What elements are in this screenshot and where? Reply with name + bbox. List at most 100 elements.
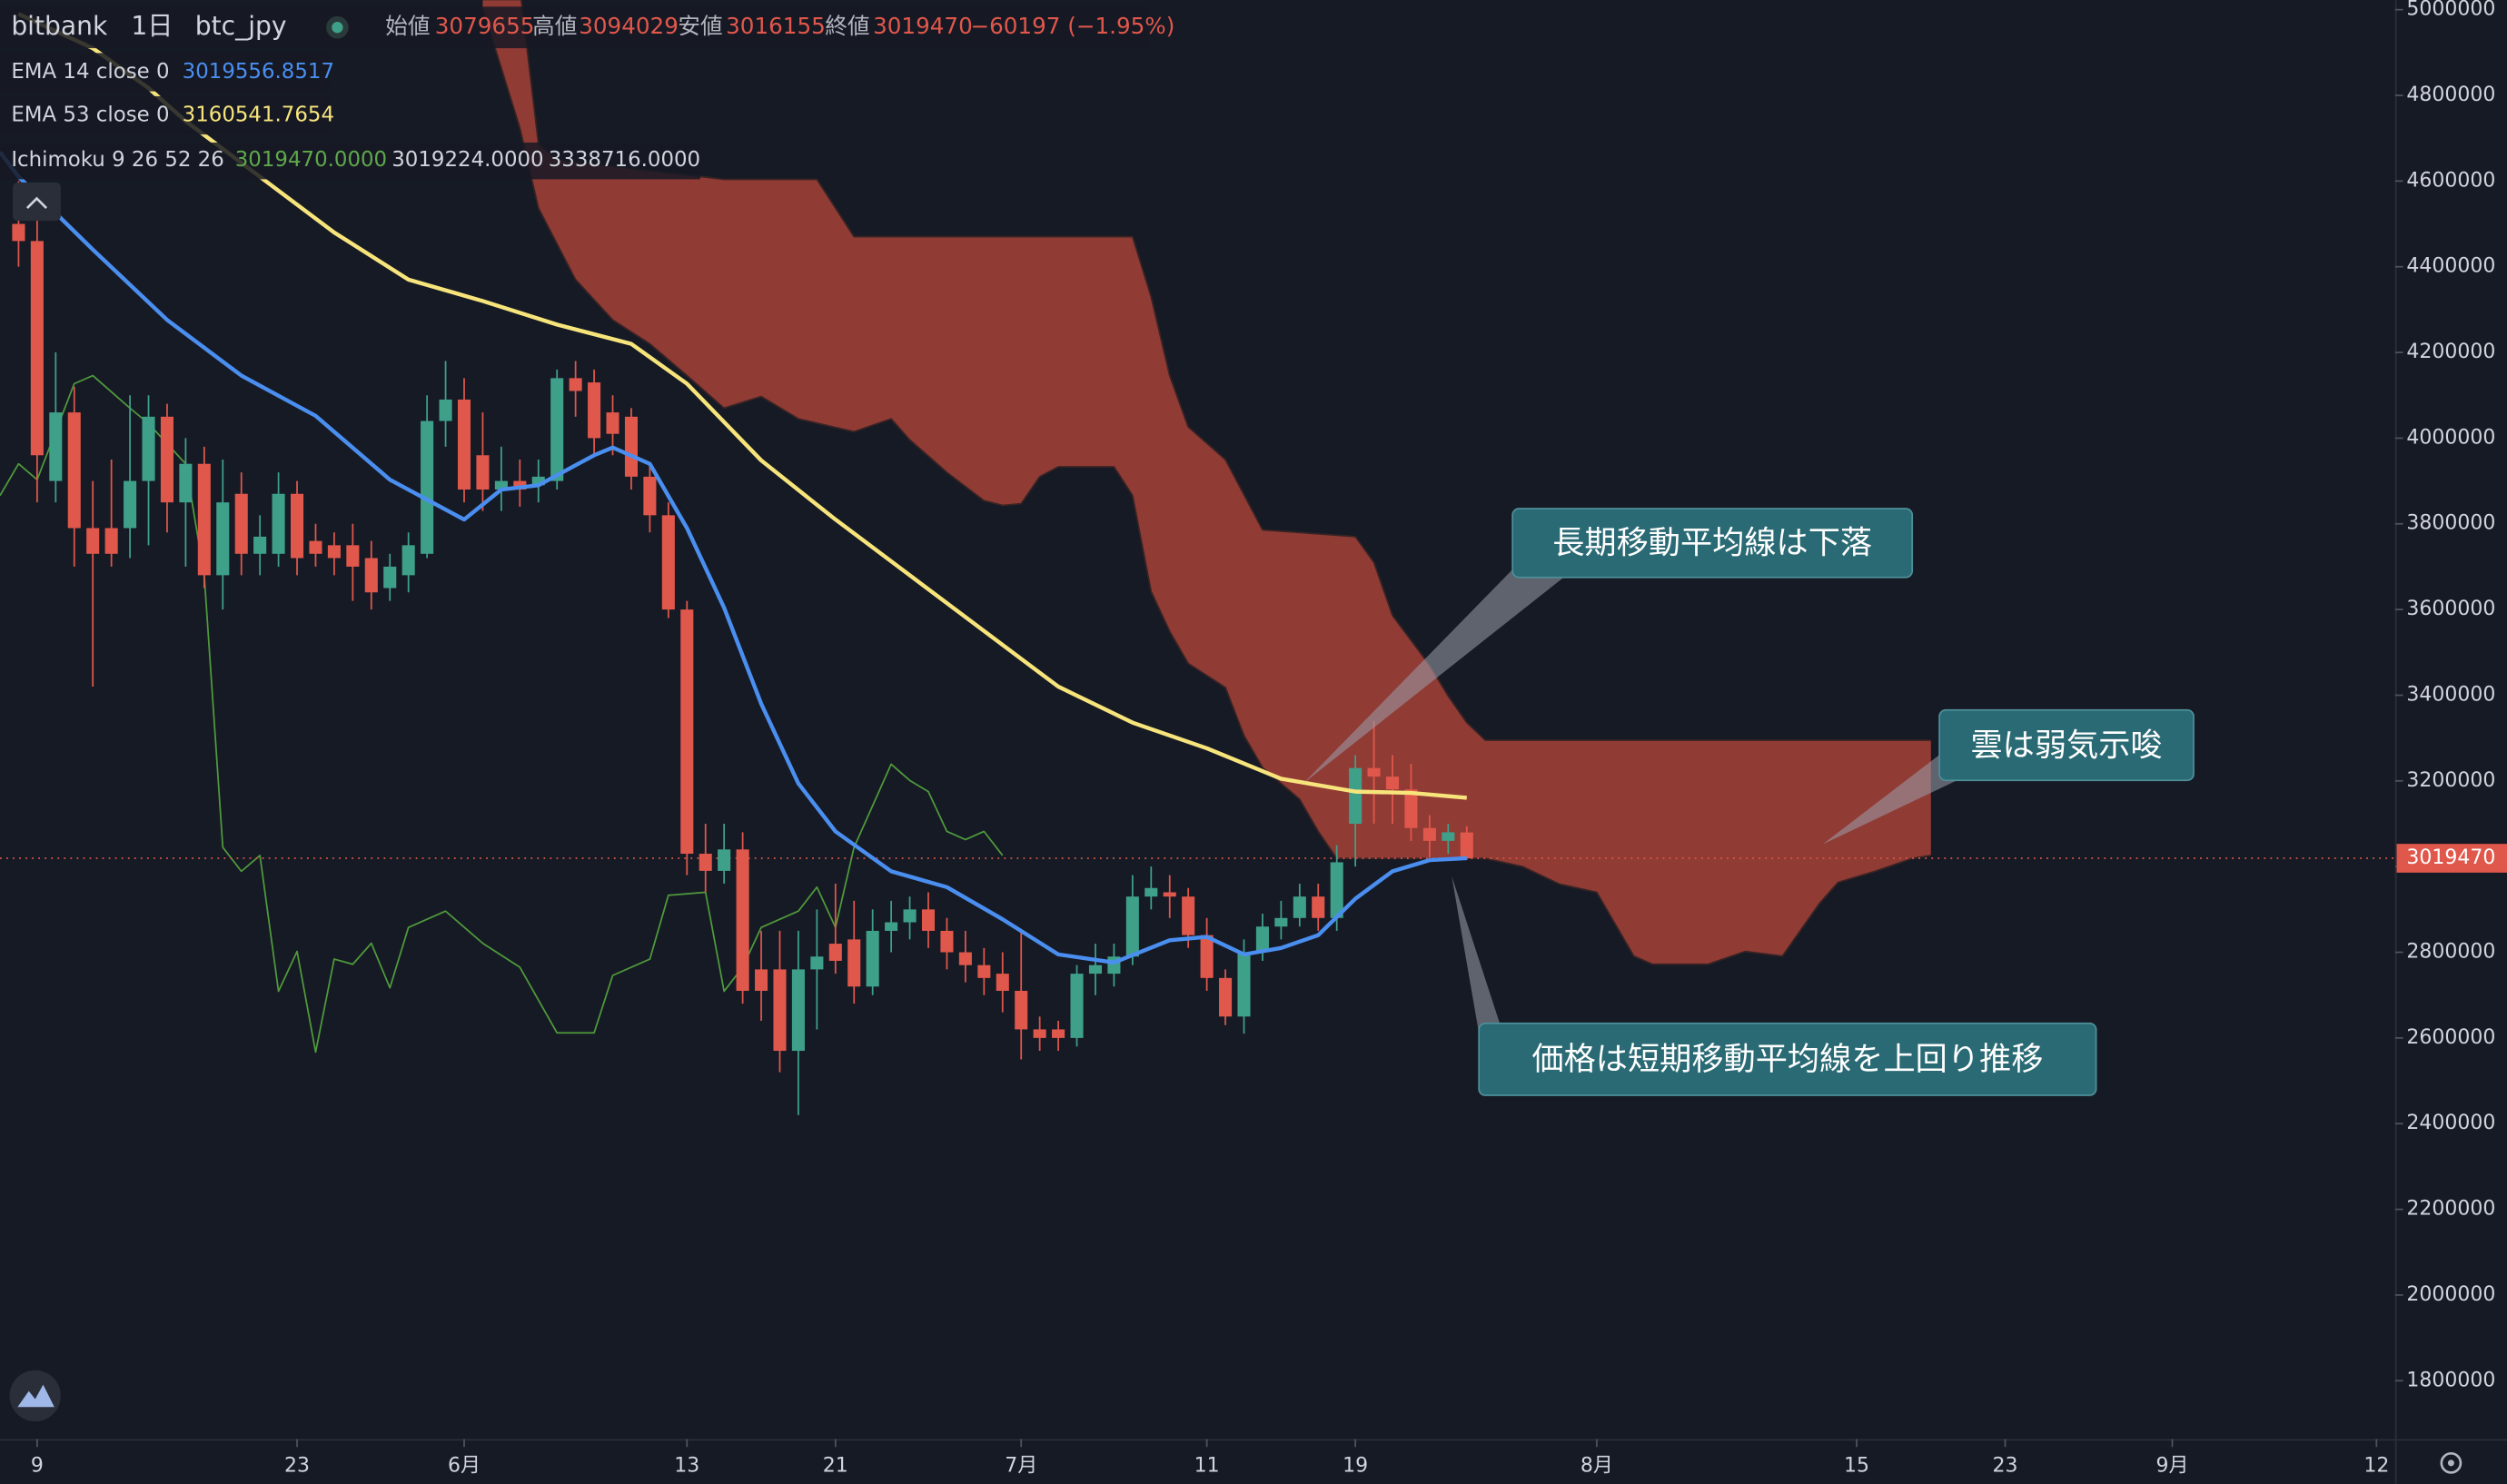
legend-value: 3019556.8517 bbox=[183, 60, 334, 84]
settings-button[interactable] bbox=[2440, 1451, 2462, 1474]
candle-body bbox=[1422, 827, 1436, 841]
candle-body bbox=[1033, 1029, 1046, 1038]
low-label: 安値 bbox=[678, 13, 722, 39]
y-tick-label: 4200000 bbox=[2406, 341, 2495, 363]
x-tick-label: 12 bbox=[2363, 1454, 2389, 1477]
candle-body bbox=[847, 939, 861, 987]
candle-body bbox=[1070, 974, 1084, 1038]
header-bg bbox=[0, 6, 1148, 49]
candle-body bbox=[1144, 887, 1158, 897]
candle-body bbox=[383, 566, 397, 589]
candle-body bbox=[736, 849, 749, 991]
annotation-pointer bbox=[1822, 755, 1957, 845]
x-tick-label: 6月 bbox=[448, 1454, 481, 1477]
candle-body bbox=[67, 412, 81, 529]
y-tick-label: 4600000 bbox=[2406, 169, 2495, 192]
candle-body bbox=[421, 420, 434, 554]
candle-body bbox=[531, 476, 545, 486]
candle-body bbox=[1237, 952, 1251, 1017]
candle-body bbox=[1255, 926, 1269, 953]
high-value: 3094029 bbox=[579, 13, 679, 39]
candle-body bbox=[718, 849, 731, 871]
candle-body bbox=[197, 463, 211, 576]
candle-body bbox=[1088, 965, 1103, 974]
last-price-box bbox=[2396, 844, 2507, 873]
candle-body bbox=[234, 493, 248, 554]
candle-body bbox=[179, 463, 193, 503]
y-tick-label: 4400000 bbox=[2406, 255, 2495, 278]
open-value: 3079655 bbox=[435, 13, 535, 39]
annotation-pointer bbox=[1452, 876, 1501, 1043]
candle-body bbox=[1385, 777, 1400, 790]
candle-body bbox=[958, 952, 972, 965]
legend-bg bbox=[0, 142, 700, 180]
candle-body bbox=[1367, 767, 1381, 777]
candle-body bbox=[940, 930, 954, 953]
last-price-label: 3019470 bbox=[2406, 846, 2495, 869]
annotation-text: 雲は弱気示唆 bbox=[1971, 727, 2163, 764]
interval: 1日 bbox=[131, 11, 173, 41]
candle-body bbox=[1163, 892, 1176, 897]
candle-body bbox=[439, 399, 452, 421]
collapse-icon bbox=[25, 196, 47, 210]
y-tick-label: 2600000 bbox=[2406, 1026, 2495, 1049]
candle-body bbox=[309, 540, 322, 554]
y-tick-label: 3400000 bbox=[2406, 683, 2495, 706]
candle-body bbox=[12, 223, 25, 242]
candle-body bbox=[680, 609, 694, 855]
candle-body bbox=[1125, 896, 1139, 957]
candle-body bbox=[1312, 896, 1325, 918]
ema-line bbox=[0, 150, 1467, 965]
y-tick-label: 2400000 bbox=[2406, 1112, 2495, 1134]
candle-body bbox=[661, 515, 675, 610]
logo-bg[interactable] bbox=[9, 1370, 61, 1422]
cloud bbox=[482, 0, 1931, 965]
candle-body bbox=[550, 378, 564, 481]
collapse-button-bg[interactable] bbox=[13, 182, 61, 222]
annotation-pointer bbox=[1303, 562, 1564, 784]
close-label: 終値 bbox=[825, 13, 869, 39]
candle-body bbox=[977, 965, 991, 978]
candle-body bbox=[773, 969, 787, 1052]
x-tick-label: 15 bbox=[1844, 1454, 1869, 1477]
y-tick-label: 4800000 bbox=[2406, 84, 2495, 106]
candle-body bbox=[160, 416, 174, 503]
annotation-box bbox=[1478, 1022, 2097, 1096]
x-tick-label: 23 bbox=[284, 1454, 310, 1477]
y-tick-label: 3600000 bbox=[2406, 598, 2495, 620]
x-tick-label: 21 bbox=[823, 1454, 848, 1477]
candle-body bbox=[1015, 990, 1028, 1030]
annotation-text: 長期移動平均線は下落 bbox=[1552, 525, 1872, 562]
candle-body bbox=[755, 969, 768, 991]
candle-body bbox=[86, 528, 100, 554]
candle-body bbox=[457, 399, 471, 490]
y-tick-label: 5000000 bbox=[2406, 0, 2495, 21]
settings-icon[interactable] bbox=[2440, 1451, 2462, 1474]
x-tick-label: 9 bbox=[31, 1454, 44, 1477]
legend-bg bbox=[0, 53, 330, 92]
x-tick-label: 8月 bbox=[1580, 1454, 1613, 1477]
candle-body bbox=[699, 854, 712, 871]
y-tick-label: 3800000 bbox=[2406, 512, 2495, 535]
x-tick-label: 7月 bbox=[1005, 1454, 1037, 1477]
legend-name: Ichimoku 9 26 52 26 bbox=[11, 148, 223, 172]
candle-body bbox=[401, 545, 415, 576]
candle-body bbox=[327, 545, 341, 559]
candle-body bbox=[1052, 1029, 1065, 1038]
y-tick-label: 2200000 bbox=[2406, 1198, 2495, 1221]
candle-body bbox=[1442, 832, 1455, 841]
collapse-button[interactable] bbox=[13, 182, 61, 222]
x-tick-label: 23 bbox=[1993, 1454, 2018, 1477]
candle-body bbox=[1182, 896, 1195, 935]
logo[interactable] bbox=[9, 1370, 61, 1422]
x-tick-label: 9月 bbox=[2156, 1454, 2189, 1477]
candle-body bbox=[1404, 789, 1418, 828]
settings-icon-center bbox=[2447, 1459, 2454, 1467]
candle-body bbox=[142, 416, 155, 481]
y-tick-label: 2800000 bbox=[2406, 941, 2495, 964]
legend-value: 3338716.0000 bbox=[549, 148, 700, 172]
candle-body bbox=[49, 412, 63, 481]
x-tick-label: 11 bbox=[1194, 1454, 1220, 1477]
x-tick-label: 13 bbox=[674, 1454, 699, 1477]
